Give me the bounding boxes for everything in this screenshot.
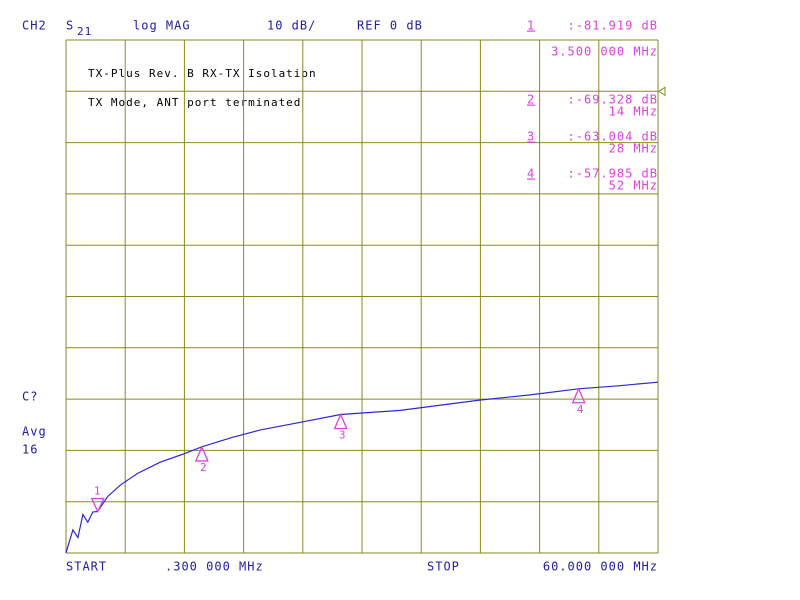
stop-label: STOP [427, 560, 460, 574]
marker-id: 4 [577, 403, 585, 416]
marker-id: 3 [339, 429, 347, 442]
format: log MAG [133, 19, 191, 33]
marker-id: 2 [200, 461, 208, 474]
readout-freq: 14 MHz [609, 105, 658, 119]
param: S [66, 19, 74, 33]
readout-id: 4 [527, 167, 535, 181]
start-freq: .300 000 MHz [165, 560, 264, 574]
readout-value: :-63.004 dB [568, 130, 658, 144]
channel: CH2 [22, 19, 47, 33]
marker [333, 412, 348, 430]
reference: REF 0 dB [357, 19, 423, 33]
title-line: TX Mode, ANT port terminated [88, 96, 301, 109]
readout-value: :-69.328 dB [568, 93, 658, 107]
readout-freq: 28 MHz [609, 142, 658, 156]
trace [65, 381, 659, 554]
readout-value: :-81.919 dB [568, 19, 658, 33]
stop-freq: 60.000 000 MHz [543, 560, 658, 574]
readout-id: 1 [527, 19, 535, 33]
readout-id: 3 [527, 130, 535, 144]
header: CH2 S 21 log MAG 10 dB/ REF 0 dB [22, 19, 423, 39]
marker-id: 1 [94, 485, 102, 498]
marker [90, 497, 105, 514]
readout-value: :-57.985 dB [568, 167, 658, 181]
side-label: 16 [22, 443, 38, 457]
marker [571, 387, 586, 404]
param-sub: 21 [77, 25, 92, 38]
readout-freq: 3.500 000 MHz [551, 45, 658, 59]
readout-id: 2 [527, 93, 535, 107]
reference-marker [658, 86, 666, 97]
title-line: TX-Plus Rev. B RX-TX Isolation [88, 67, 317, 80]
start-label: START [66, 560, 107, 574]
side-label: C? [22, 390, 38, 404]
scale: 10 dB/ [267, 19, 316, 33]
readout-freq: 52 MHz [609, 179, 658, 193]
side-label: Avg [22, 425, 47, 439]
marker [194, 445, 209, 462]
